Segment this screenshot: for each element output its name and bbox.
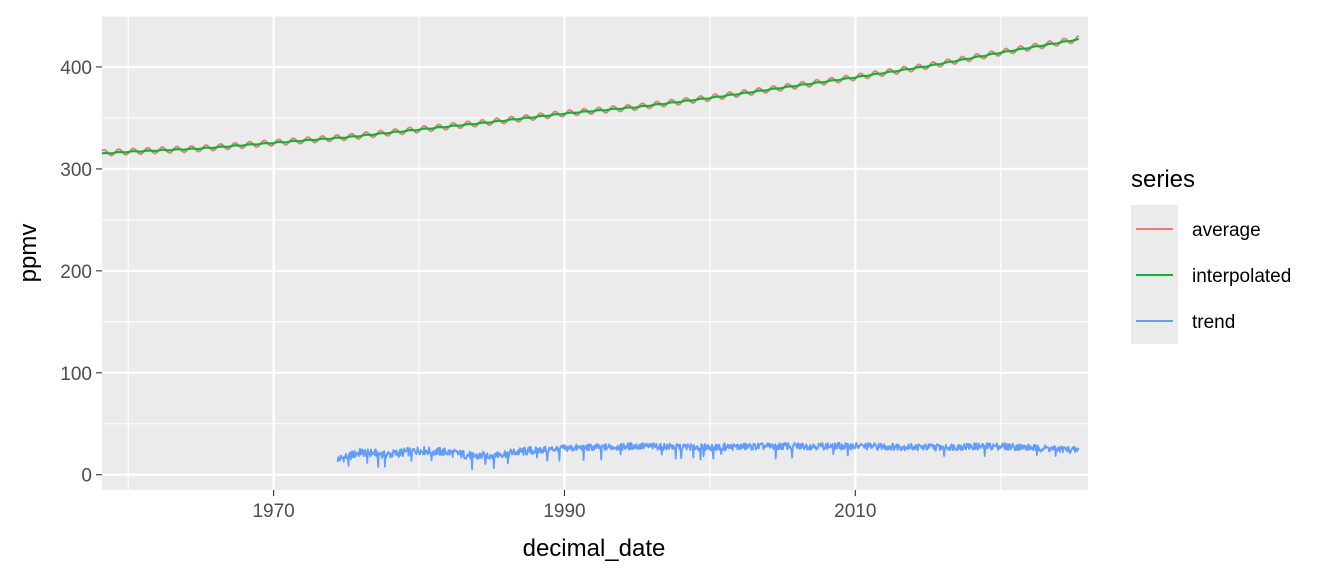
y-tick-label: 300 [60, 160, 92, 181]
legend: series average interpolated trend [1131, 166, 1291, 344]
y-axis: 0 100 200 300 400 [60, 58, 102, 487]
y-tick-label: 400 [60, 58, 92, 79]
legend-label-interpolated: interpolated [1192, 266, 1291, 287]
series-line-average [101, 35, 1080, 157]
series-line-interpolated [101, 37, 1080, 155]
x-tick-label: 2010 [834, 501, 876, 522]
y-tick-label: 100 [60, 364, 92, 385]
plot-panel [102, 16, 1088, 490]
y-tick-label: 200 [60, 262, 92, 283]
legend-title: series [1131, 166, 1195, 193]
y-tick-label: 0 [81, 466, 92, 487]
x-axis-title: decimal_date [523, 535, 666, 562]
y-axis-title: ppmv [15, 224, 42, 283]
x-tick-label: 1990 [543, 501, 585, 522]
x-axis: 1970 1990 2010 [252, 490, 876, 522]
legend-label-average: average [1192, 220, 1261, 241]
legend-label-trend: trend [1192, 312, 1235, 333]
major-gridlines [102, 16, 1088, 490]
series-line-trend [336, 441, 1080, 471]
legend-items: average interpolated trend [1136, 220, 1291, 333]
series-lines [101, 35, 1080, 471]
x-tick-label: 1970 [252, 501, 294, 522]
minor-gridlines [102, 15, 1088, 490]
